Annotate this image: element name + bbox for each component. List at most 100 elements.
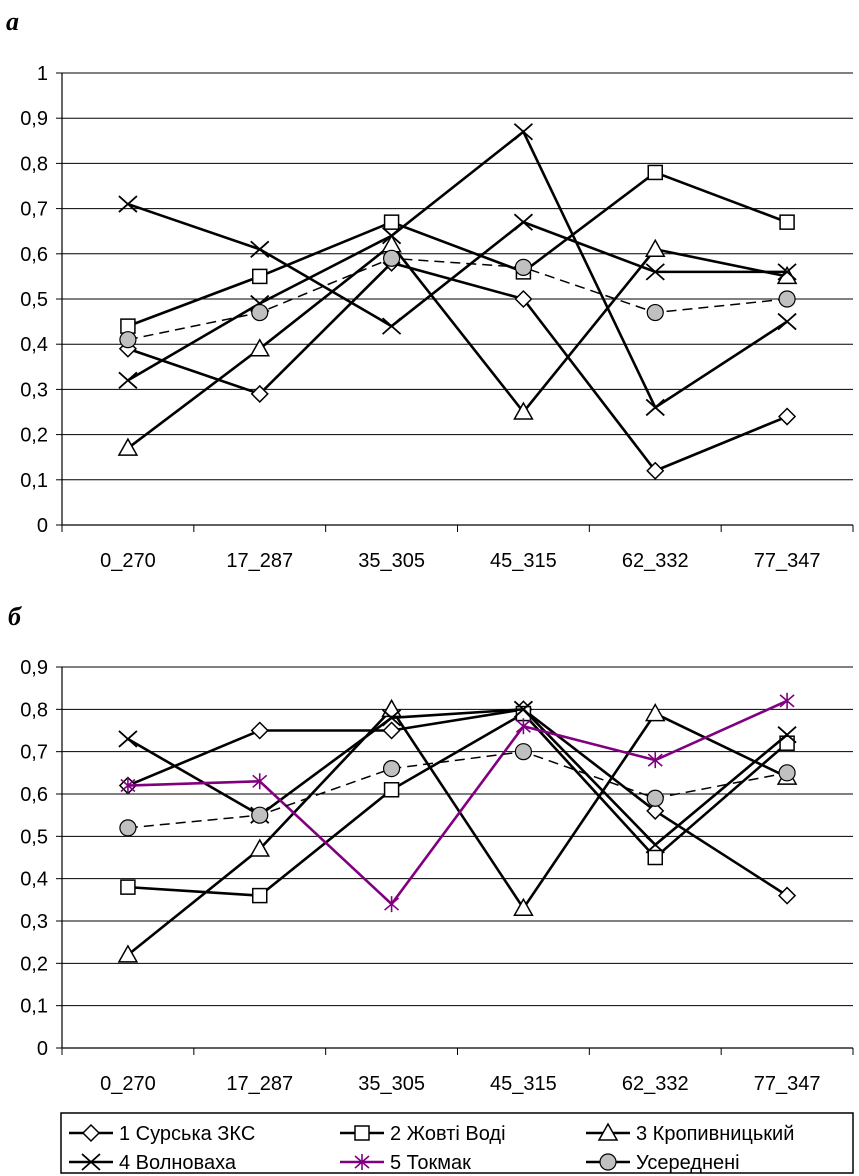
- y-tick-label: 1: [37, 63, 48, 85]
- data-point: [514, 258, 533, 276]
- data-point: [118, 371, 138, 390]
- legend-label: 5 Токмак: [390, 1152, 471, 1174]
- data-point: [252, 887, 268, 904]
- panel-b-label: б: [8, 602, 22, 631]
- legend: 1 Сурська ЗКС 2 Жовті Воді 3 Кропивницький…: [60, 1112, 854, 1174]
- series-5: [120, 692, 795, 913]
- data-point: [513, 700, 534, 719]
- data-point: [382, 721, 401, 740]
- series-3: [117, 234, 798, 456]
- data-point: [249, 838, 271, 857]
- data-point: [252, 773, 268, 790]
- series-line: [127, 242, 788, 450]
- data-point: [645, 263, 665, 281]
- series-line: [127, 202, 788, 328]
- data-point: [779, 692, 795, 709]
- data-point: [779, 214, 795, 230]
- data-point: [514, 743, 533, 761]
- data-point: [252, 268, 268, 285]
- legend-label: 1 Сурська ЗКС: [119, 1123, 255, 1145]
- series-line: [127, 707, 788, 956]
- data-point: [250, 240, 270, 258]
- data-point: [514, 289, 533, 309]
- data-point: [647, 849, 663, 866]
- data-point: [381, 698, 402, 718]
- series-line: [127, 261, 788, 473]
- y-tick-label: 0,2: [20, 953, 48, 975]
- data-point: [118, 195, 138, 213]
- y-tick-label: 0,6: [20, 784, 48, 806]
- data-point: [513, 897, 534, 917]
- data-point: [250, 721, 269, 740]
- series-1: [118, 253, 797, 480]
- data-point: [645, 836, 665, 854]
- x-tick-label: 77_347: [754, 1073, 821, 1095]
- series-line: [127, 699, 788, 907]
- x-tick-label: 62_332: [622, 1073, 689, 1095]
- y-tick-label: 0,1: [20, 996, 48, 1018]
- legend-marker: [597, 1122, 619, 1141]
- x-tick-label: 17_287: [226, 1073, 293, 1095]
- y-tick-label: 0,7: [20, 199, 48, 221]
- series-line: [127, 170, 788, 328]
- panel-b-plot: 0 0,1 0,2 0,3 0,4 0,5 0,6 0,7 0,8 0,9 0_270 17_287 3…: [20, 657, 854, 1095]
- y-tick-label: 0: [37, 515, 48, 537]
- y-tick-label: 0,9: [20, 657, 48, 679]
- y-tick-label: 0,3: [20, 379, 48, 401]
- data-point: [513, 401, 534, 420]
- legend-item: 1 Сурська ЗКС: [69, 1123, 255, 1145]
- series-line: [127, 707, 788, 847]
- data-point: [117, 437, 139, 456]
- legend-label: 4 Волноваха: [119, 1152, 237, 1174]
- data-point: [381, 317, 402, 335]
- data-point: [644, 238, 666, 258]
- y-tick-label: 0,6: [20, 244, 48, 266]
- legend-marker: [599, 1153, 617, 1171]
- data-point: [384, 896, 400, 913]
- data-point: [251, 303, 269, 322]
- y-tick-label: 0,4: [20, 334, 48, 356]
- series-line: [127, 750, 788, 829]
- x-tick-label: 0_270: [100, 550, 156, 572]
- legend-item: 4 Волноваха: [69, 1152, 237, 1174]
- y-tick-label: 0,8: [20, 153, 48, 175]
- legend-label: Усереднені: [636, 1152, 740, 1174]
- data-point: [120, 879, 136, 895]
- legend-box: [60, 1112, 854, 1174]
- data-point: [250, 384, 269, 403]
- data-point: [119, 331, 137, 349]
- legend-marker: [81, 1123, 101, 1143]
- x-tick-label: 35_305: [358, 550, 425, 572]
- series-6: [119, 249, 796, 349]
- series-line: [127, 711, 788, 897]
- legend-item: 5 Токмак: [340, 1152, 471, 1174]
- data-point: [646, 303, 664, 322]
- data-point: [646, 789, 664, 807]
- panel-a-plot: 0 0,1 0,2 0,3 0,4 0,5 0,6 0,7 0,8 0,9 1 0_270 17_287…: [20, 63, 854, 572]
- y-tick-label: 0,4: [20, 869, 48, 891]
- legend-item: 3 Кропивницький: [586, 1122, 794, 1145]
- data-point: [647, 164, 663, 181]
- series-line: [127, 129, 788, 410]
- y-tick-label: 0,5: [20, 826, 48, 848]
- legend-marker: [354, 1154, 370, 1170]
- y-tick-label: 0,5: [20, 289, 48, 311]
- data-point: [513, 123, 534, 141]
- data-point: [251, 806, 269, 824]
- data-point: [249, 338, 271, 357]
- y-tick-label: 0: [37, 1038, 48, 1060]
- x-tick-label: 0_270: [100, 1073, 156, 1095]
- legend-item: Усереднені: [586, 1152, 740, 1174]
- y-tick-label: 0,8: [20, 699, 48, 721]
- y-tick-label: 0,3: [20, 911, 48, 933]
- data-point: [513, 213, 534, 231]
- series-4: [118, 700, 797, 854]
- data-point: [382, 249, 401, 267]
- data-point: [778, 407, 797, 426]
- data-point: [777, 263, 797, 281]
- data-point: [381, 227, 402, 245]
- x-tick-label: 77_347: [754, 550, 821, 572]
- series-3: [117, 698, 798, 963]
- data-point: [778, 886, 797, 905]
- panel-a-label: а: [6, 7, 19, 36]
